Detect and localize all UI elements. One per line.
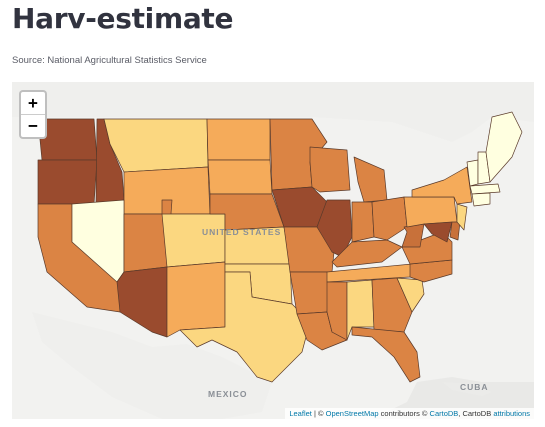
state-NM[interactable] <box>166 261 226 338</box>
state-MI[interactable] <box>353 156 388 203</box>
state-MS[interactable] <box>326 281 348 341</box>
state-OH[interactable] <box>371 196 408 241</box>
state-GA[interactable] <box>371 277 413 333</box>
state-ME[interactable] <box>485 111 523 183</box>
state-ND[interactable] <box>206 118 271 161</box>
state-OR[interactable] <box>37 159 98 205</box>
label-mexico: MEXICO <box>208 389 248 399</box>
state-DE[interactable] <box>449 221 461 241</box>
attribution-text-2: , CartoDB <box>458 409 494 418</box>
zoom-in-button[interactable]: + <box>28 93 38 112</box>
state-MD[interactable] <box>423 221 453 243</box>
osm-link[interactable]: OpenStreetMap <box>325 409 379 418</box>
state-IN[interactable] <box>351 201 375 243</box>
attributions-link[interactable]: attributions <box>493 409 530 418</box>
basemap-canada <box>12 82 534 142</box>
choropleth-map[interactable]: UNITED STATES MEXICO CUBA + − Leaflet | … <box>12 82 534 419</box>
leaflet-link[interactable]: Leaflet <box>289 409 312 418</box>
attribution-sep: | © <box>311 409 326 418</box>
state-NY[interactable] <box>411 166 473 205</box>
zoom-out-button[interactable]: − <box>21 114 45 137</box>
state-SD[interactable] <box>207 159 273 195</box>
state-SC[interactable] <box>396 277 425 313</box>
basemap-mexico <box>32 312 272 419</box>
cartodb-link[interactable]: CartoDB <box>429 409 459 418</box>
source-caption: Source: National Agricultural Statistics… <box>12 55 207 66</box>
state-NJ[interactable] <box>456 203 468 231</box>
state-CT[interactable] <box>471 192 491 207</box>
state-TX[interactable] <box>179 271 311 383</box>
label-cuba: CUBA <box>460 382 489 392</box>
state-AL[interactable] <box>346 279 375 341</box>
basemap-cuba <box>442 382 492 396</box>
state-MA[interactable] <box>469 183 501 195</box>
label-united-states: UNITED STATES <box>202 227 282 237</box>
attribution-text: contributors © <box>378 409 430 418</box>
state-FL[interactable] <box>351 326 421 383</box>
state-AR[interactable] <box>289 271 333 315</box>
state-WI[interactable] <box>309 146 351 193</box>
page-title: Harv-estimate <box>12 2 234 35</box>
map-canvas[interactable] <box>12 82 534 419</box>
zoom-control: + − <box>19 90 47 139</box>
map-attribution: Leaflet | © OpenStreetMap contributors ©… <box>285 408 534 419</box>
state-CO[interactable] <box>161 213 226 268</box>
